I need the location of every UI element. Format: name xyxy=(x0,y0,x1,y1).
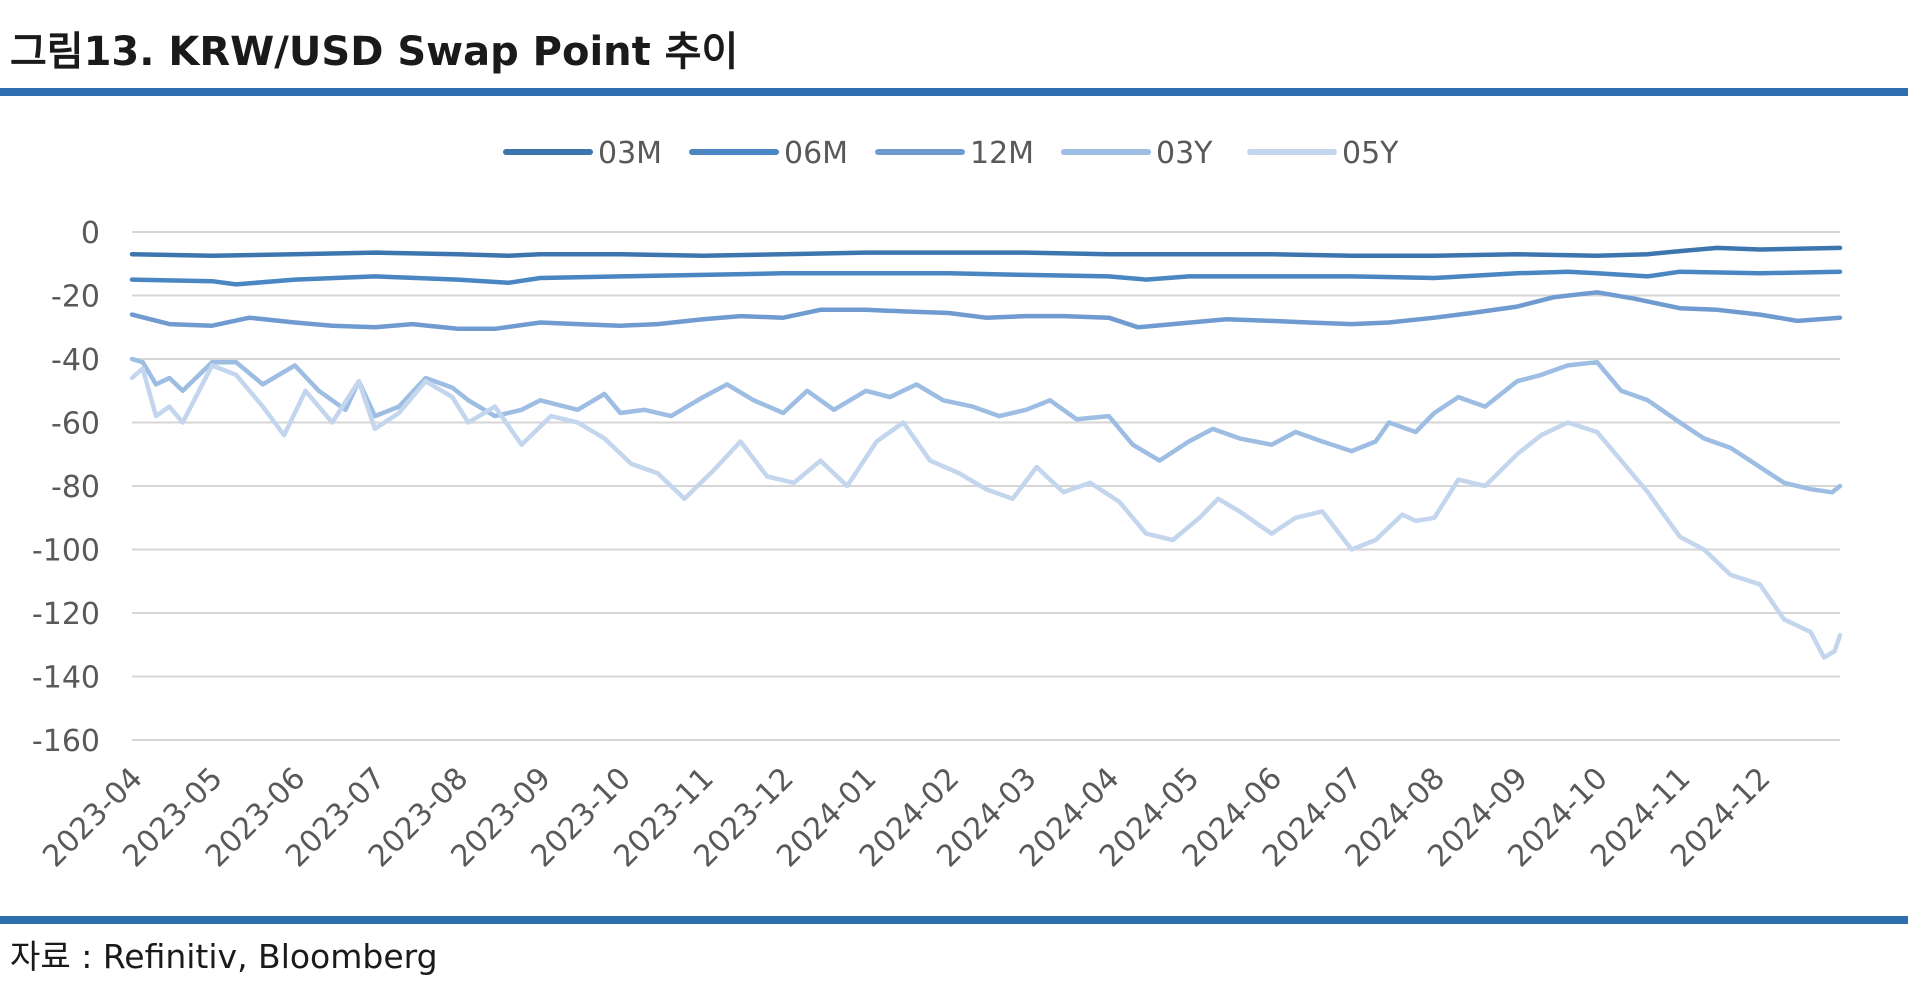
series-line-06m xyxy=(129,269,1843,287)
swap-point-line-chart: 03M 06M 12M 03Y 05Y 0 -20 -40 -60 -80 -100 -120 -14… xyxy=(32,136,1843,874)
legend-label-05y: 05Y xyxy=(1342,136,1399,171)
chart-legend: 03M 06M 12M 03Y 05Y xyxy=(503,136,1399,171)
y-tick-label: 0 xyxy=(81,216,100,251)
y-tick-label: -60 xyxy=(51,407,100,442)
x-axis-tick-labels: 2023-042023-052023-062023-072023-082023-… xyxy=(36,761,1777,874)
y-gridlines xyxy=(132,231,1840,741)
legend-label-12m: 12M xyxy=(970,136,1034,171)
legend-label-03y: 03Y xyxy=(1156,136,1213,171)
y-tick-label: -160 xyxy=(32,724,100,759)
legend-label-06m: 06M xyxy=(784,136,848,171)
top-divider xyxy=(0,88,1908,96)
legend-label-03m: 03M xyxy=(598,136,662,171)
series-line-05y xyxy=(129,363,1843,660)
y-tick-label: -100 xyxy=(32,534,100,569)
series-line-03m xyxy=(129,245,1843,259)
y-tick-label: -120 xyxy=(32,597,100,632)
series-line-12m xyxy=(129,290,1843,332)
chart-figure-title: 그림13. KRW/USD Swap Point 추이 xyxy=(10,29,739,75)
y-tick-label: -40 xyxy=(51,343,100,378)
series-lines xyxy=(129,245,1843,660)
y-tick-label: -20 xyxy=(51,280,100,315)
y-tick-label: -140 xyxy=(32,661,100,696)
source-note: 자료 : Refinitiv, Bloomberg xyxy=(10,937,438,976)
y-axis-tick-labels: 0 -20 -40 -60 -80 -100 -120 -140 -160 xyxy=(32,216,100,759)
y-tick-label: -80 xyxy=(51,470,100,505)
bottom-divider xyxy=(0,916,1908,924)
